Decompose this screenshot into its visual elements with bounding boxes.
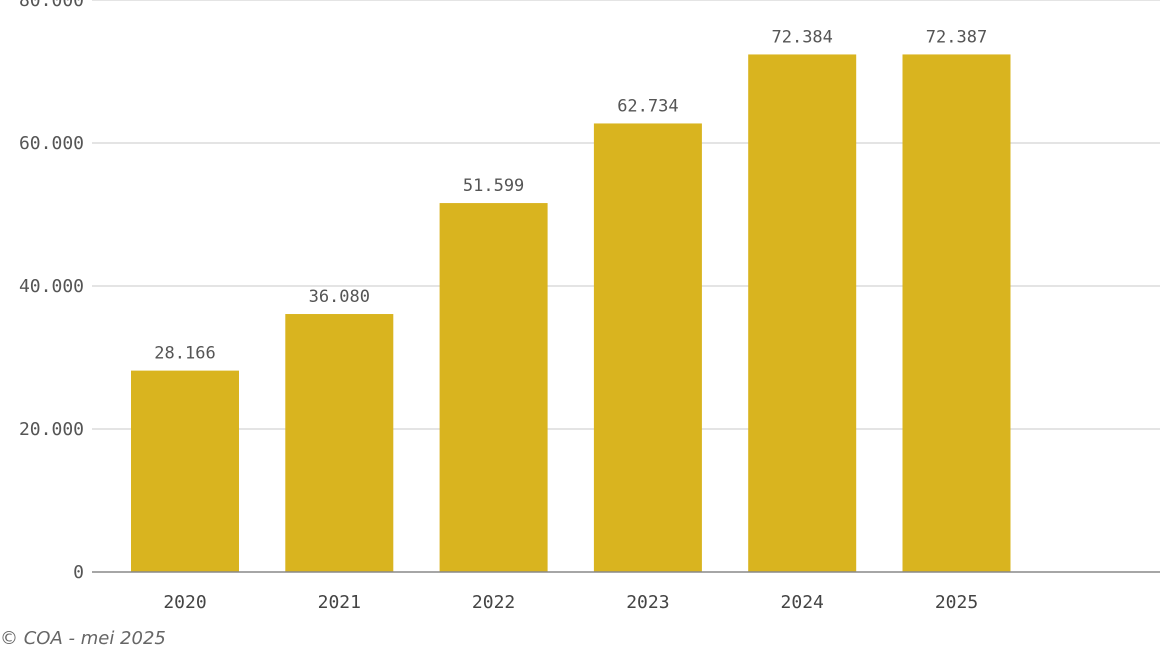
bar (439, 203, 548, 573)
data-label: 72.384 (771, 27, 832, 47)
x-tick-label: 2021 (318, 592, 361, 613)
bar (285, 314, 394, 572)
x-tick-label: 2023 (626, 592, 669, 613)
y-tick-label: 60.000 (19, 133, 84, 154)
data-label: 62.734 (617, 96, 678, 116)
x-tick-label: 2020 (163, 592, 206, 613)
data-label: 36.080 (309, 287, 370, 307)
source-footer: © COA - mei 2025 (0, 628, 166, 649)
x-tick-label: 2025 (935, 592, 978, 613)
y-tick-label: 0 (73, 562, 84, 583)
bar (131, 370, 239, 572)
x-tick-label: 2024 (781, 592, 824, 613)
bar (593, 123, 702, 572)
bar (902, 54, 1011, 573)
data-label: 51.599 (463, 176, 524, 196)
y-tick-label: 80.000 (19, 0, 84, 11)
y-tick-label: 20.000 (19, 419, 84, 440)
x-tick-label: 2022 (472, 592, 515, 613)
bar (748, 54, 857, 572)
y-tick-label: 40.000 (19, 276, 84, 297)
data-label: 72.387 (926, 27, 987, 47)
data-label: 28.166 (154, 344, 215, 364)
